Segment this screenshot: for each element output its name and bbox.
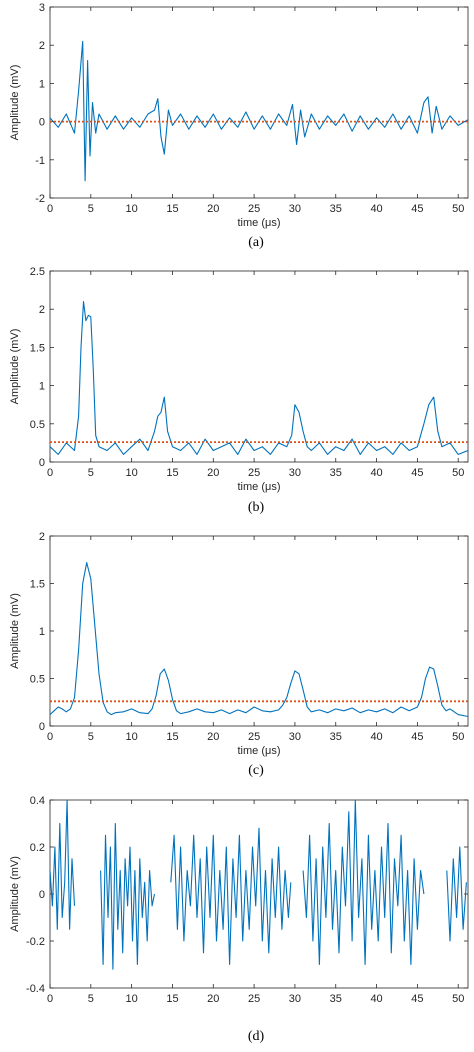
x-tick-label: 25 <box>248 731 260 743</box>
y-tick-label: 1 <box>39 78 45 90</box>
x-tick-label: 35 <box>330 993 342 1005</box>
x-tick-label: 30 <box>289 993 301 1005</box>
signal-line <box>100 822 156 970</box>
y-tick-label: 2 <box>39 40 45 52</box>
panel-caption: (d) <box>248 1029 265 1044</box>
y-tick-label: 3 <box>39 2 45 14</box>
x-tick-label: 35 <box>330 203 342 215</box>
x-tick-label: 0 <box>47 993 53 1005</box>
y-tick-label: 2 <box>39 531 45 543</box>
x-tick-label: 30 <box>289 731 301 743</box>
y-tick-label: 1 <box>39 381 45 393</box>
axes-box <box>49 270 469 463</box>
x-tick-label: 5 <box>88 731 94 743</box>
y-tick-label: -2 <box>35 193 45 205</box>
y-tick-label: 1.5 <box>30 342 45 354</box>
chart-panel: 0 5 10 15 20 25 30 35 40 45 50 0 0.5 1 1.5 2 2.5 time (μs… <box>9 266 469 515</box>
y-tick-label: 0.5 <box>30 674 45 686</box>
y-tick-label: 0 <box>39 457 45 469</box>
x-tick-label: 5 <box>88 993 94 1005</box>
x-tick-label: 35 <box>330 731 342 743</box>
y-axis-label: Amplitude (mV) <box>9 65 21 141</box>
x-tick-label: 50 <box>452 731 464 743</box>
x-tick-label: 50 <box>452 203 464 215</box>
y-tick-label: 2 <box>39 304 45 316</box>
x-axis-label: time (μs) <box>237 217 280 229</box>
x-tick-label: 20 <box>207 993 219 1005</box>
y-axis-label: Amplitude (mV) <box>9 329 21 405</box>
y-tick-label: 0.5 <box>30 419 45 431</box>
x-tick-label: 35 <box>330 467 342 479</box>
x-tick-label: 20 <box>207 203 219 215</box>
x-tick-label: 45 <box>411 203 423 215</box>
x-tick-label: 10 <box>126 731 138 743</box>
y-tick-label: 0.2 <box>30 842 45 854</box>
x-tick-label: 15 <box>166 731 178 743</box>
y-tick-label: -0.4 <box>26 983 45 995</box>
x-tick-label: 30 <box>289 467 301 479</box>
axes-box <box>49 535 469 727</box>
x-tick-label: 40 <box>370 467 382 479</box>
x-tick-label: 10 <box>126 203 138 215</box>
data-layer <box>50 40 468 182</box>
y-tick-label: -1 <box>35 155 45 167</box>
y-axis-label: Amplitude (mV) <box>9 593 21 669</box>
panel-caption: (b) <box>248 500 265 515</box>
x-tick-label: 15 <box>166 467 178 479</box>
x-tick-label: 25 <box>248 993 260 1005</box>
signal-line <box>50 562 468 718</box>
y-tick-label: 0 <box>39 889 45 901</box>
x-tick-label: 0 <box>47 731 53 743</box>
y-tick-label: 2.5 <box>30 266 45 278</box>
x-tick-label: 40 <box>370 993 382 1005</box>
x-tick-label: 5 <box>88 467 94 479</box>
signal-line <box>446 846 467 942</box>
chart-panel: 0 5 10 15 20 25 30 35 40 45 50 -0.4 -0.2 0 0.2 0.4 Ampli… <box>9 795 469 1044</box>
x-tick-label: 45 <box>411 731 423 743</box>
x-axis-label: time (μs) <box>237 745 280 757</box>
signal-line <box>50 301 468 455</box>
x-tick-label: 15 <box>166 203 178 215</box>
signal-line <box>170 827 292 966</box>
chart-panel: 0 5 10 15 20 25 30 35 40 45 50 0 0.5 1 1.5 2 time (μs) Am… <box>9 531 469 778</box>
x-tick-label: 0 <box>47 467 53 479</box>
data-layer <box>50 301 468 455</box>
y-tick-label: 1 <box>39 626 45 638</box>
x-tick-label: 30 <box>289 203 301 215</box>
data-layer <box>50 562 468 718</box>
axes-box <box>49 6 469 199</box>
data-layer <box>50 800 467 970</box>
x-tick-label: 50 <box>452 993 464 1005</box>
panel-caption: (c) <box>248 763 264 778</box>
signal-line <box>50 800 76 930</box>
x-tick-label: 0 <box>47 203 53 215</box>
y-tick-label: 0 <box>39 117 45 129</box>
signal-line <box>50 40 468 182</box>
panel-caption: (a) <box>248 235 264 250</box>
y-tick-label: 1.5 <box>30 579 45 591</box>
y-tick-label: 0 <box>39 721 45 733</box>
x-tick-label: 40 <box>370 731 382 743</box>
x-tick-label: 20 <box>207 467 219 479</box>
y-axis-label: Amplitude (mV) <box>9 856 21 932</box>
x-tick-label: 45 <box>411 467 423 479</box>
chart-panel: 0 5 10 15 20 25 30 35 40 45 50 -2 -1 0 1 2 3 time (μs) Amp… <box>9 2 469 250</box>
x-tick-label: 50 <box>452 467 464 479</box>
x-tick-label: 25 <box>248 203 260 215</box>
x-tick-label: 10 <box>126 993 138 1005</box>
signal-line <box>302 800 425 966</box>
x-tick-label: 5 <box>88 203 94 215</box>
y-tick-label: -0.2 <box>26 936 45 948</box>
y-tick-label: 0.4 <box>30 795 45 807</box>
x-axis-label: time (μs) <box>237 481 280 493</box>
x-tick-label: 45 <box>411 993 423 1005</box>
x-tick-label: 25 <box>248 467 260 479</box>
x-tick-label: 20 <box>207 731 219 743</box>
x-tick-label: 40 <box>370 203 382 215</box>
x-tick-label: 10 <box>126 467 138 479</box>
x-tick-label: 15 <box>166 993 178 1005</box>
